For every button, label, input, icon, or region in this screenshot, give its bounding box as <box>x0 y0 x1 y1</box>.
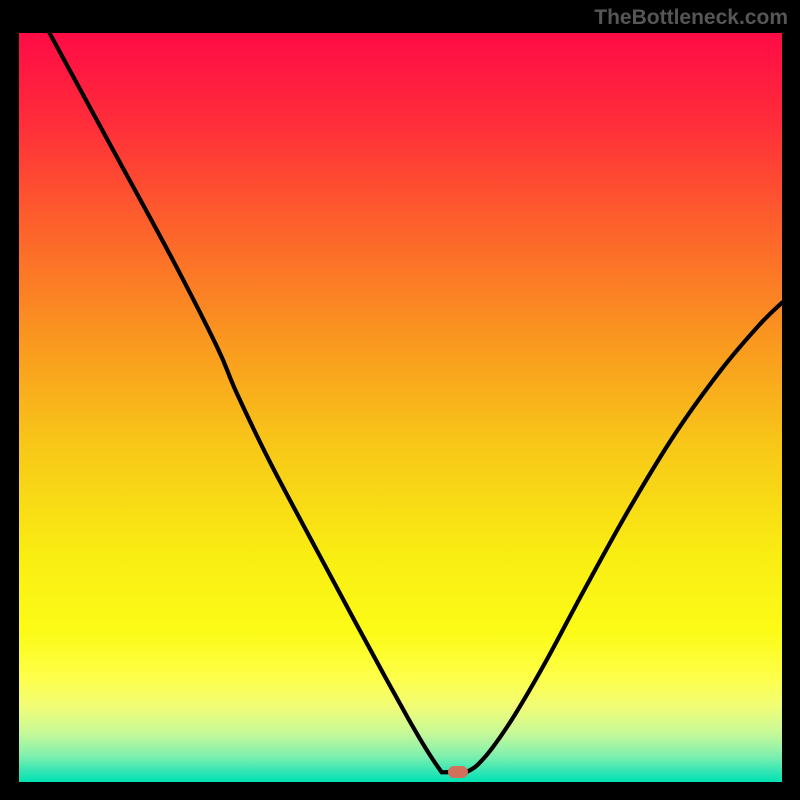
chart-container: TheBottleneck.com <box>0 0 800 800</box>
watermark-text: TheBottleneck.com <box>594 6 788 30</box>
plot-area <box>19 33 782 782</box>
bottleneck-curve <box>19 33 782 782</box>
optimal-point-marker <box>448 766 468 778</box>
